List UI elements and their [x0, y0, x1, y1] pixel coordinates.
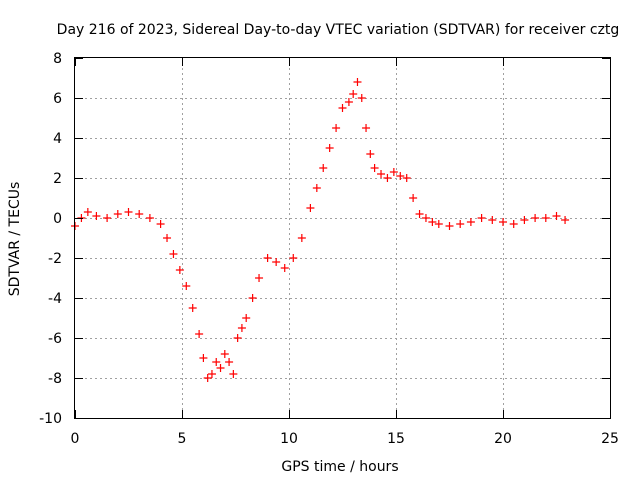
data-point	[297, 234, 306, 242]
data-point	[421, 214, 430, 222]
data-point	[182, 282, 191, 290]
data-point	[83, 208, 92, 216]
gridlines	[75, 58, 610, 418]
data-point	[370, 164, 379, 172]
data-point	[103, 214, 112, 222]
y-tick-label: -4	[48, 291, 62, 307]
x-tick-label: 10	[280, 431, 298, 447]
data-point	[163, 234, 172, 242]
data-point	[199, 354, 208, 362]
data-point	[377, 170, 386, 178]
axis-ticks	[75, 58, 611, 419]
data-point	[92, 212, 101, 220]
data-point	[113, 210, 122, 218]
data-point	[509, 220, 518, 228]
data-point	[561, 216, 570, 224]
data-point	[488, 216, 497, 224]
y-tick-label: 0	[53, 211, 62, 227]
data-point	[383, 174, 392, 182]
data-point	[212, 358, 221, 366]
data-point	[428, 218, 437, 226]
data-point	[362, 124, 371, 132]
data-point	[319, 164, 328, 172]
data-point	[233, 334, 242, 342]
data-point	[237, 324, 246, 332]
x-tick-label: 25	[601, 431, 619, 447]
data-point	[203, 374, 212, 382]
data-point	[477, 214, 486, 222]
data-point	[541, 214, 550, 222]
y-tick-label: -2	[48, 251, 62, 267]
data-point	[207, 370, 216, 378]
data-point	[135, 210, 144, 218]
data-point	[531, 214, 540, 222]
data-point	[415, 210, 424, 218]
data-point	[389, 168, 398, 176]
x-tick-label: 15	[387, 431, 405, 447]
data-point	[445, 222, 454, 230]
data-point	[289, 254, 298, 262]
y-axis-label: SDTVAR / TECUs	[7, 182, 23, 297]
y-tick-label: -10	[39, 411, 62, 427]
data-point	[396, 172, 405, 180]
x-tick-label: 5	[178, 431, 187, 447]
data-point	[225, 358, 234, 366]
x-axis-label: GPS time / hours	[281, 459, 398, 475]
data-point	[366, 150, 375, 158]
y-tick-label: -8	[48, 371, 62, 387]
chart-title: Day 216 of 2023, Sidereal Day-to-day VTE…	[57, 22, 620, 38]
data-point	[353, 78, 362, 86]
data-point	[466, 218, 475, 226]
data-point	[229, 370, 238, 378]
data-point	[216, 364, 225, 372]
data-point	[332, 124, 341, 132]
data-point	[248, 294, 257, 302]
data-point	[456, 220, 465, 228]
data-point	[338, 104, 347, 112]
data-point	[434, 220, 443, 228]
data-point	[169, 250, 178, 258]
data-point	[280, 264, 289, 272]
data-point	[220, 350, 229, 358]
plot-border	[74, 57, 611, 419]
data-point	[344, 98, 353, 106]
data-point	[552, 212, 561, 220]
data-point	[357, 94, 366, 102]
data-point	[520, 216, 529, 224]
data-point	[145, 214, 154, 222]
data-point	[124, 208, 133, 216]
data-point	[156, 220, 165, 228]
data-point	[175, 266, 184, 274]
series-sdtvar	[71, 78, 570, 382]
tick-labels: -10 -8 -6 -4 -2 0 2 4 6 8 0 5 10 15 20 25	[39, 51, 619, 447]
data-point	[242, 314, 251, 322]
x-tick-label: 20	[494, 431, 512, 447]
data-point	[195, 330, 204, 338]
data-point	[349, 90, 358, 98]
data-point	[272, 258, 281, 266]
data-point	[312, 184, 321, 192]
data-point	[263, 254, 272, 262]
x-tick-label: 0	[71, 431, 80, 447]
data-point	[499, 218, 507, 226]
y-tick-label: 8	[53, 51, 62, 67]
data-point	[409, 194, 418, 202]
y-tick-label: 6	[53, 91, 62, 107]
data-point	[325, 144, 334, 152]
data-points	[71, 78, 570, 382]
data-point	[188, 304, 197, 312]
data-point	[306, 204, 315, 212]
y-tick-label: 2	[53, 171, 62, 187]
y-tick-label: 4	[53, 131, 62, 147]
data-point	[255, 274, 264, 282]
y-tick-label: -6	[48, 331, 62, 347]
data-point	[402, 174, 411, 182]
